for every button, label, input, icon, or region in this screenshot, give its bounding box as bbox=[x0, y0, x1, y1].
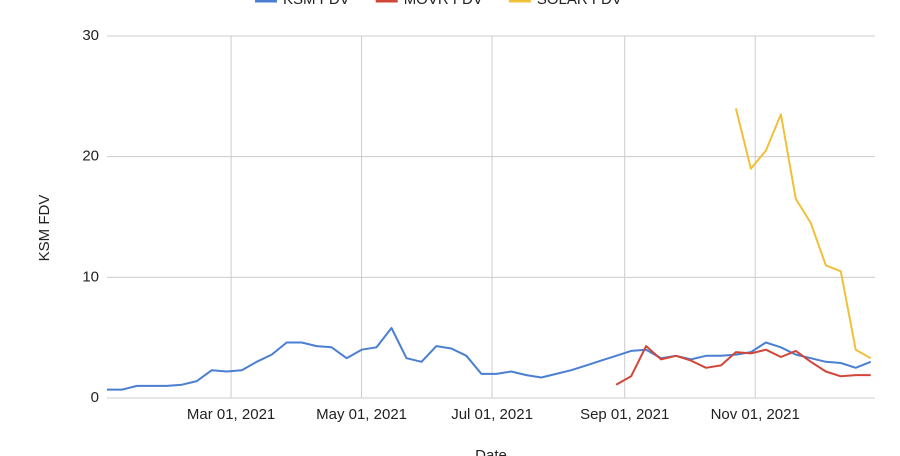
y-tick-label: 30 bbox=[82, 27, 99, 44]
legend-label: SOLAR FDV bbox=[537, 0, 622, 8]
data-line bbox=[615, 345, 871, 386]
x-tick-label: Jul 01, 2021 bbox=[451, 406, 533, 423]
legend-label: KSM FDV bbox=[283, 0, 350, 8]
y-tick-label: 10 bbox=[82, 268, 99, 285]
x-tick-label: Nov 01, 2021 bbox=[711, 406, 800, 423]
x-axis-label: Date bbox=[475, 447, 507, 456]
x-tick-label: Sep 01, 2021 bbox=[580, 406, 669, 423]
y-tick-label: 20 bbox=[82, 148, 99, 165]
x-tick-label: May 01, 2021 bbox=[316, 406, 407, 423]
data-line bbox=[107, 327, 872, 391]
data-line bbox=[734, 108, 872, 360]
y-tick-label: 0 bbox=[91, 389, 99, 406]
legend-label: MOVR FDV bbox=[404, 0, 483, 8]
x-tick-label: Mar 01, 2021 bbox=[187, 406, 275, 423]
y-axis-label: KSM FDV bbox=[36, 195, 53, 262]
